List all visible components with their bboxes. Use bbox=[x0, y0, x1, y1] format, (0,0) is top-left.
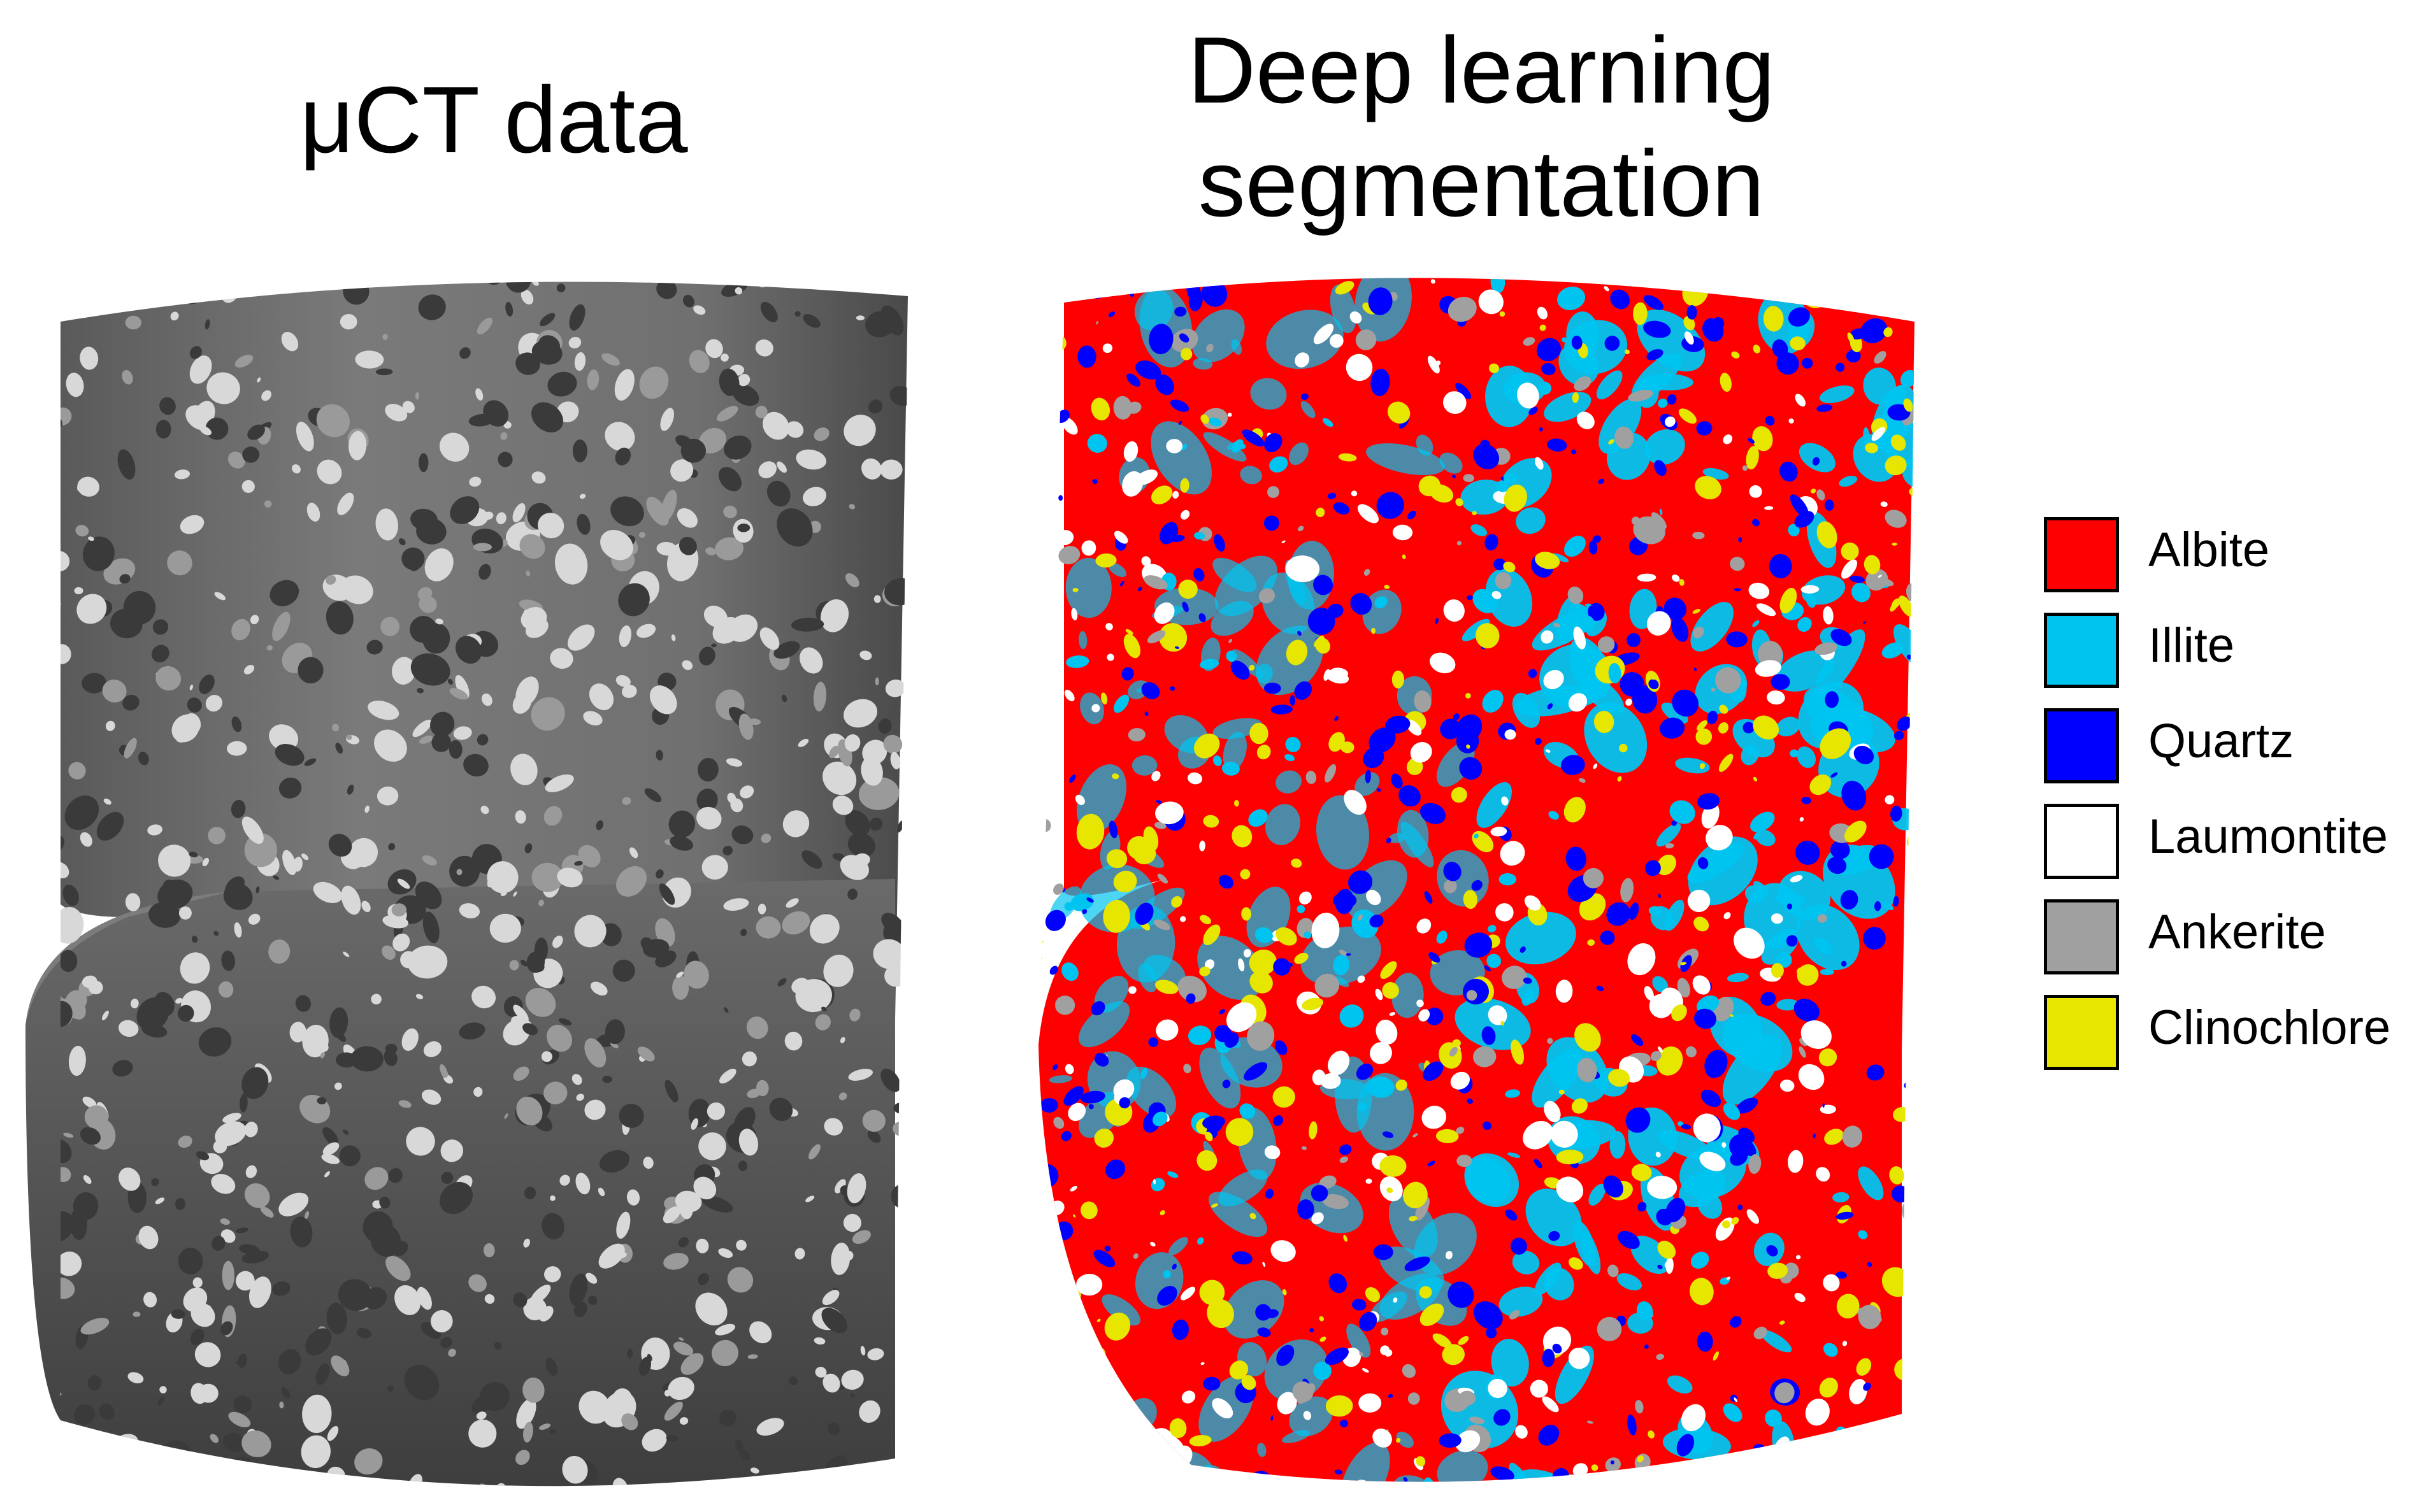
ct-sample-image bbox=[25, 282, 908, 1487]
segmentation-title: Deep learning segmentation bbox=[1188, 18, 1775, 236]
legend-swatch bbox=[2044, 708, 2119, 783]
legend-swatch bbox=[2044, 995, 2119, 1070]
legend-label: Ankerite bbox=[2148, 905, 2326, 959]
legend-swatch bbox=[2044, 804, 2119, 879]
legend-label: Laumontite bbox=[2148, 809, 2389, 864]
legend-item-clinochlore: Clinochlore bbox=[2039, 995, 2396, 1090]
ct-speckle-texture bbox=[61, 282, 908, 1487]
legend-item-ankerite: Ankerite bbox=[2039, 899, 2396, 995]
legend-label: Quartz bbox=[2148, 714, 2294, 768]
mineral-legend: Albite Illite Quartz Laumontite Ankerite Clin… bbox=[2039, 517, 2396, 1090]
legend-label: Albite bbox=[2148, 523, 2270, 577]
legend-label: Illite bbox=[2148, 618, 2235, 673]
legend-swatch bbox=[2044, 613, 2119, 688]
seg-mineral-texture bbox=[1038, 278, 1915, 1482]
ct-data-title: μCT data bbox=[299, 68, 688, 173]
legend-label: Clinochlore bbox=[2148, 1001, 2391, 1055]
legend-swatch bbox=[2044, 899, 2119, 974]
legend-item-illite: Illite bbox=[2039, 613, 2396, 708]
legend-item-laumontite: Laumontite bbox=[2039, 804, 2396, 899]
segmentation-sample-image bbox=[1038, 278, 1915, 1482]
legend-swatch bbox=[2044, 517, 2119, 592]
legend-item-quartz: Quartz bbox=[2039, 708, 2396, 804]
legend-item-albite: Albite bbox=[2039, 517, 2396, 613]
